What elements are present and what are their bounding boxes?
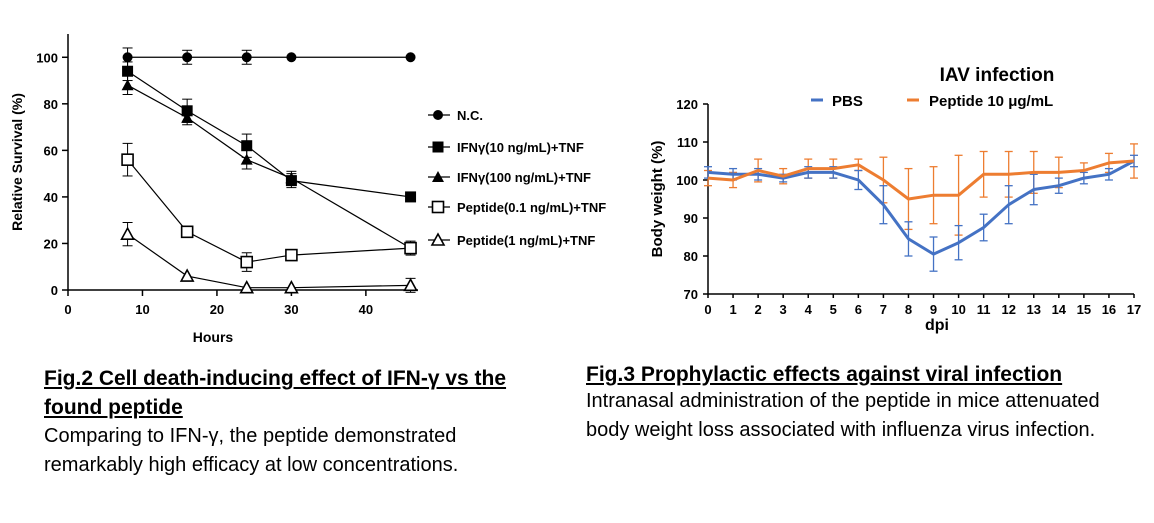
legend-label: IFNγ(100 ng/mL)+TNF	[457, 170, 591, 185]
data-point	[284, 280, 299, 294]
legend-marker	[430, 232, 446, 246]
x-tick-label: 3	[780, 302, 787, 317]
x-tick-label: 4	[805, 302, 813, 317]
data-point	[404, 241, 417, 255]
y-tick-label: 100	[36, 50, 58, 65]
data-point	[285, 172, 298, 184]
fig3-caption-title: Fig.3 Prophylactic effects against viral…	[586, 363, 1063, 386]
y-tick-label: 90	[684, 211, 698, 226]
x-tick-label: 14	[1052, 302, 1067, 317]
y-tick-label: 20	[44, 236, 58, 251]
x-tick-label: 1	[729, 302, 736, 317]
data-point	[121, 79, 134, 91]
x-tick-label: 13	[1027, 302, 1041, 317]
x-tick-label: 40	[359, 302, 373, 317]
x-tick-label: 8	[905, 302, 912, 317]
y-tick-label: 0	[51, 283, 58, 298]
data-point	[285, 248, 298, 262]
x-tick-label: 20	[210, 302, 224, 317]
x-tick-label: 7	[880, 302, 887, 317]
legend-label: Peptide(0.1 ng/mL)+TNF	[457, 200, 606, 215]
x-tick-label: 15	[1077, 302, 1091, 317]
survival-chart: 0 20 40 60 80 100 0 10 20 30 40 Hours Relative Survi…	[9, 34, 606, 345]
x-tick-label: 6	[855, 302, 862, 317]
x-tick-label: 2	[755, 302, 762, 317]
fig2-caption: Fig.2 Cell death-inducing effect of IFN-…	[44, 364, 544, 480]
data-point	[241, 52, 252, 63]
y-tick-label: 80	[44, 97, 58, 112]
y-tick-label: 70	[684, 287, 698, 302]
data-point	[240, 255, 254, 269]
x-axis-title: Hours	[193, 329, 234, 345]
data-point	[181, 111, 194, 123]
data-point	[241, 140, 253, 152]
chart-title: IAV infection	[940, 65, 1055, 86]
y-tick-label: 100	[676, 173, 698, 188]
fig2-caption-title: Fig.2 Cell death-inducing effect of IFN-…	[44, 367, 507, 419]
y-tick-label: 110	[677, 135, 698, 150]
data-point	[240, 153, 253, 165]
fig3-caption: Fig.3 Prophylactic effects against viral…	[586, 360, 1146, 445]
x-axis-title: dpi	[925, 317, 949, 334]
data-point	[179, 268, 195, 282]
y-axis-title: Body weight (%)	[649, 141, 666, 258]
legend-marker	[433, 110, 443, 120]
legend-marker	[431, 200, 445, 214]
x-tick-label: 0	[64, 302, 71, 317]
x-tick-label: 10	[951, 302, 965, 317]
x-tick-label: 10	[135, 302, 149, 317]
legend-label: Peptide(1 ng/mL)+TNF	[457, 233, 595, 248]
data-point	[286, 52, 297, 63]
fig3-caption-body: Intranasal administration of the peptide…	[586, 390, 1100, 441]
data-point	[122, 52, 133, 63]
series-line	[707, 159, 1135, 256]
x-tick-label: 5	[830, 302, 837, 317]
data-point	[180, 225, 194, 239]
legend-label: PBS	[832, 93, 863, 110]
x-tick-label: 17	[1127, 302, 1141, 317]
y-tick-label: 80	[684, 249, 698, 264]
data-point	[405, 52, 416, 63]
x-tick-label: 11	[977, 302, 991, 317]
series-line	[707, 159, 1135, 201]
y-tick-label: 60	[44, 143, 58, 158]
x-tick-label: 0	[704, 302, 711, 317]
legend-label: IFNγ(10 ng/mL)+TNF	[457, 140, 584, 155]
data-point	[120, 226, 135, 240]
x-tick-label: 30	[284, 302, 298, 317]
data-point	[182, 52, 193, 63]
y-tick-label: 40	[44, 190, 58, 205]
y-tick-label: 120	[676, 97, 698, 112]
legend-marker	[432, 171, 444, 182]
legend-marker	[432, 141, 444, 153]
x-tick-label: 9	[930, 302, 937, 317]
data-point	[239, 280, 255, 294]
fig2-caption-body: Comparing to IFN-γ, the peptide demonstr…	[44, 425, 459, 476]
legend-label: N.C.	[457, 108, 483, 123]
data-point	[121, 153, 134, 166]
y-axis-title: Relative Survival (%)	[9, 93, 25, 231]
data-point	[405, 191, 417, 203]
x-tick-label: 12	[1001, 302, 1015, 317]
legend-label: Peptide 10 μg/mL	[929, 93, 1053, 110]
data-point	[122, 65, 134, 77]
data-point	[403, 277, 418, 292]
x-tick-label: 16	[1102, 302, 1116, 317]
